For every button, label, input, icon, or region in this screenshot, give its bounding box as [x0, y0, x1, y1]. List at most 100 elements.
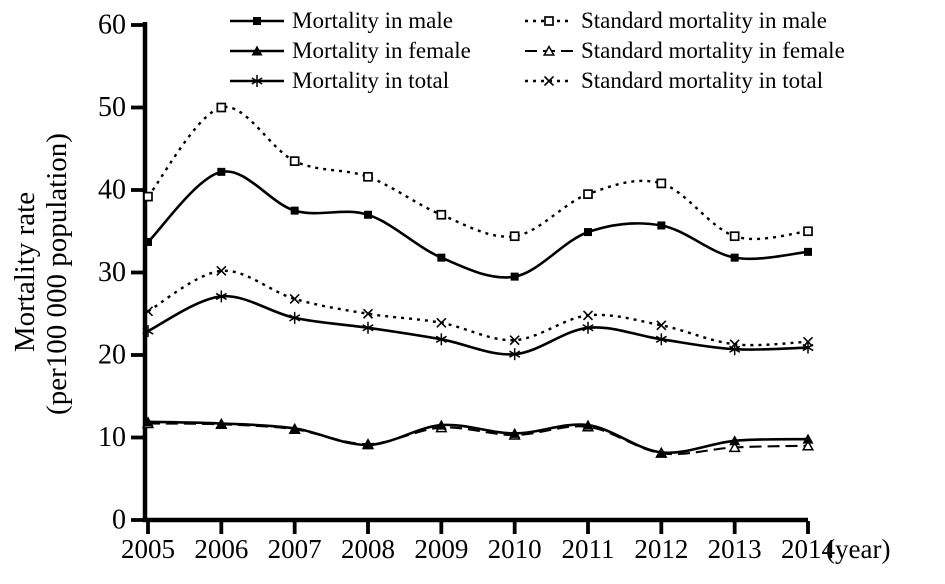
open-square-marker: [544, 16, 554, 26]
filled-triangle-marker: [251, 45, 263, 56]
filled-square-marker: [290, 206, 299, 215]
x-tick-label: 2013: [708, 534, 762, 564]
x-axis-ticks: 2005 2006 2007 2008 2009 2010 2011 2012 2013 2014…: [121, 521, 890, 564]
open-triangle-marker: [801, 439, 815, 451]
legend-item-standard-mortality-in-total: Standard mortality in total: [523, 66, 845, 96]
asterisk-marker: [582, 321, 594, 334]
x-tick-label: 2007: [268, 534, 322, 564]
legend-item-mortality-in-female: Mortality in female: [228, 36, 471, 66]
series-mortality-in-female: [142, 416, 814, 457]
legend-dashed-line-sample: [525, 44, 573, 56]
open-triangle-marker: [542, 44, 556, 56]
asterisk-marker: [289, 311, 301, 324]
x-tick-label: 2009: [414, 534, 468, 564]
asterisk-marker: [802, 341, 814, 354]
filled-triangle-marker: [362, 439, 374, 450]
filled-square-marker: [437, 253, 446, 262]
asterisk-marker: [729, 343, 741, 356]
x-tick-label: 2014: [781, 534, 836, 564]
legend-label: Standard mortality in female: [581, 38, 845, 63]
legend-label: Standard mortality in male: [581, 8, 827, 33]
filled-square-marker: [510, 272, 519, 281]
legend-label: Mortality in male: [292, 8, 453, 33]
legend-item-mortality-in-total: Mortality in total: [228, 66, 471, 96]
legend-label: Mortality in total: [292, 68, 450, 93]
open-triangle-marker: [728, 441, 741, 453]
x-cross-marker: [362, 308, 374, 319]
asterisk-marker: [142, 325, 154, 338]
series-standard-mortality-in-male: [143, 102, 813, 242]
series-line: [147, 170, 809, 279]
series-line: [147, 295, 809, 356]
open-square-marker: [143, 191, 153, 202]
y-tick-label: 60: [98, 10, 126, 41]
legend-dotted-line-sample: [525, 75, 573, 87]
legend-item-mortality-in-male: Mortality in male: [228, 6, 471, 36]
filled-triangle-marker: [435, 419, 447, 430]
x-tick-label: 2006: [194, 534, 248, 564]
asterisk-marker: [215, 290, 227, 303]
open-square-marker: [729, 231, 740, 242]
filled-square-marker: [144, 237, 152, 246]
y-tick-label: 10: [98, 422, 126, 453]
x-tick-label: 2010: [488, 534, 542, 564]
filled-square-marker: [253, 17, 261, 25]
x-tick-label: 2005: [121, 534, 175, 564]
series-line: [147, 105, 809, 241]
open-square-marker: [803, 226, 813, 237]
x-cross-marker: [656, 320, 667, 331]
open-square-marker: [656, 178, 667, 189]
y-tick-label: 30: [98, 257, 126, 288]
filled-square-marker: [657, 221, 666, 230]
x-cross-marker: [216, 265, 227, 276]
asterisk-marker: [655, 333, 667, 346]
filled-triangle-marker: [802, 433, 814, 444]
open-square-marker: [289, 156, 300, 166]
filled-square-marker: [584, 228, 592, 237]
asterisk-marker: [509, 348, 521, 361]
y-tick-label: 40: [98, 175, 126, 206]
open-square-marker: [509, 231, 520, 242]
y-axis-ticks: 0 10 20 30 40 50 60: [98, 10, 143, 536]
open-square-marker: [363, 171, 373, 182]
filled-triangle-marker: [509, 427, 521, 438]
x-axis-unit-label: (year): [826, 534, 890, 564]
filled-triangle-marker: [142, 416, 154, 427]
x-cross-marker: [436, 317, 447, 328]
x-cross-marker: [582, 310, 594, 321]
filled-square-marker: [364, 210, 372, 219]
series-mortality-in-male: [144, 167, 812, 281]
open-square-marker: [583, 189, 593, 199]
chart-legend-column-2: Standard mortality in male Standard morta…: [523, 6, 845, 96]
y-tick-label: 50: [98, 92, 126, 123]
asterisk-marker: [435, 333, 447, 346]
x-cross-marker: [289, 293, 300, 304]
legend-item-standard-mortality-in-female: Standard mortality in female: [523, 36, 845, 66]
y-axis-label-line2: (per100 000 population): [41, 133, 73, 415]
legend-label: Standard mortality in total: [581, 68, 824, 93]
axes: [142, 22, 808, 523]
chart-legend-column-1: Mortality in male Mortality in female Mort…: [228, 6, 471, 96]
filled-triangle-marker: [289, 422, 301, 433]
legend-label: Mortality in female: [292, 38, 471, 63]
y-axis-label-line1: Mortality rate: [9, 191, 41, 353]
series-line: [147, 269, 809, 347]
y-tick-label: 20: [98, 340, 126, 371]
open-square-marker: [436, 209, 447, 220]
legend-solid-line-sample: [230, 45, 284, 56]
x-tick-label: 2011: [562, 534, 615, 564]
x-tick-label: 2008: [341, 534, 395, 564]
filled-triangle-marker: [729, 435, 741, 446]
filled-square-marker: [217, 167, 226, 176]
asterisk-marker: [362, 321, 374, 334]
series-standard-mortality-in-total: [142, 265, 814, 350]
legend-dotted-line-sample: [525, 16, 573, 26]
x-cross-marker: [543, 75, 555, 87]
open-square-marker: [216, 102, 227, 113]
asterisk-marker: [251, 75, 263, 87]
x-cross-marker: [142, 306, 154, 317]
legend-solid-line-sample: [230, 17, 284, 25]
